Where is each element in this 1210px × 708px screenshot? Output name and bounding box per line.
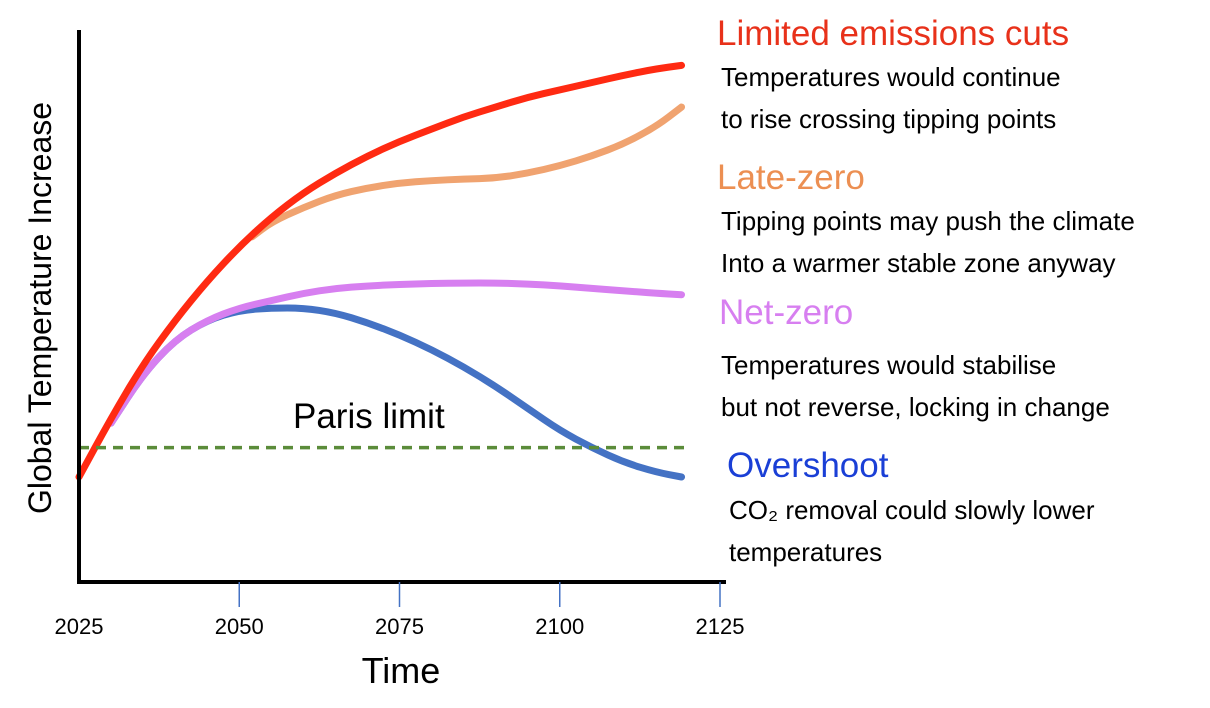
series-line-overshoot — [107, 304, 686, 481]
x-tick-label: 2125 — [696, 614, 745, 639]
axes — [77, 30, 726, 584]
series-line-net-zero — [107, 279, 686, 427]
x-tick-label: 2100 — [535, 614, 584, 639]
paris-limit-label: Paris limit — [293, 397, 445, 436]
series-layer — [75, 61, 686, 481]
x-tick-label: 2050 — [215, 614, 264, 639]
x-tick-label: 2075 — [375, 614, 424, 639]
y-axis-title: Global Temperature Increase — [22, 102, 58, 514]
series-line-late-zero — [248, 103, 686, 241]
x-ticks: 2025 2050 2075 2100 2125 — [55, 582, 745, 639]
series-line-limited-emissions-cuts — [75, 61, 686, 481]
x-axis-title: Time — [362, 650, 441, 691]
x-tick-label: 2025 — [55, 614, 104, 639]
